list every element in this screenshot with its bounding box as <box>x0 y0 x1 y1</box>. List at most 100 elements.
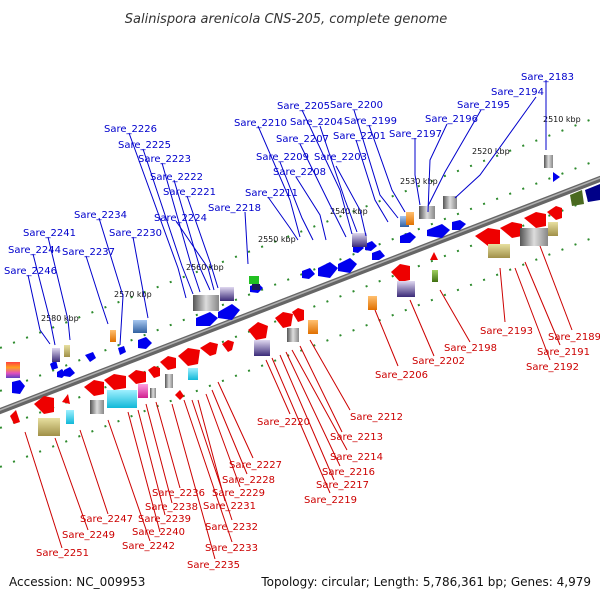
gene-label-reverse[interactable]: Sare_2206 <box>375 370 428 381</box>
forward-gene-arrow[interactable] <box>452 220 466 230</box>
reverse-feature-block[interactable] <box>254 340 270 356</box>
forward-gene-arrow[interactable] <box>50 360 58 370</box>
gene-label-forward[interactable]: Sare_2241 <box>23 228 76 239</box>
reverse-feature-block[interactable] <box>38 418 60 436</box>
gene-label-reverse[interactable]: Sare_2247 <box>80 514 133 525</box>
reverse-gene-arrow[interactable] <box>391 264 410 282</box>
gene-label-reverse[interactable]: Sare_2228 <box>222 475 275 486</box>
gene-label-forward[interactable]: Sare_2246 <box>4 266 57 277</box>
forward-feature-block[interactable] <box>352 233 367 247</box>
forward-gene-arrow[interactable] <box>218 304 240 320</box>
gene-label-reverse[interactable]: Sare_2217 <box>316 480 369 491</box>
forward-gene-arrow[interactable] <box>318 262 338 278</box>
reverse-gene-arrow[interactable] <box>178 348 200 366</box>
forward-gene-arrow[interactable] <box>585 184 600 202</box>
reverse-feature-block[interactable] <box>107 390 137 408</box>
gene-label-reverse[interactable]: Sare_2239 <box>138 514 191 525</box>
forward-gene-arrow[interactable] <box>372 250 385 260</box>
reverse-feature-block[interactable] <box>138 384 148 398</box>
gene-label-reverse[interactable]: Sare_2219 <box>304 495 357 506</box>
gene-label-reverse[interactable]: Sare_2229 <box>212 488 265 499</box>
gene-label-forward[interactable]: Sare_2203 <box>314 152 367 163</box>
forward-feature-block[interactable] <box>419 206 435 219</box>
forward-gene-arrow[interactable] <box>338 258 357 273</box>
reverse-feature-block[interactable] <box>488 244 510 258</box>
gene-label-forward[interactable]: Sare_2223 <box>138 154 191 165</box>
reverse-feature-block[interactable] <box>548 222 558 236</box>
gene-label-forward[interactable]: Sare_2207 <box>276 134 329 145</box>
gene-label-forward[interactable]: Sare_2218 <box>208 203 261 214</box>
forward-feature-block[interactable] <box>6 362 20 378</box>
reverse-feature-block[interactable] <box>188 368 198 380</box>
forward-feature-block[interactable] <box>52 348 60 362</box>
reverse-gene-arrow[interactable] <box>10 410 20 424</box>
forward-feature-block[interactable] <box>64 345 70 357</box>
reverse-gene-arrow[interactable] <box>34 396 54 414</box>
forward-feature-block[interactable] <box>443 196 457 209</box>
gene-label-reverse[interactable]: Sare_2220 <box>257 417 310 428</box>
reverse-gene-arrow[interactable] <box>500 222 522 238</box>
reverse-gene-arrow[interactable] <box>524 212 546 228</box>
forward-gene-arrow[interactable] <box>64 367 75 377</box>
reverse-gene-arrow[interactable] <box>200 342 218 356</box>
forward-gene-arrow[interactable] <box>12 380 25 394</box>
reverse-feature-block[interactable] <box>165 374 173 388</box>
forward-feature-block[interactable] <box>249 276 259 284</box>
gene-label-reverse[interactable]: Sare_2189 <box>548 332 600 343</box>
gene-label-reverse[interactable]: Sare_2232 <box>205 522 258 533</box>
gene-label-reverse[interactable]: Sare_2249 <box>62 530 115 541</box>
reverse-gene-arrow[interactable] <box>104 374 126 390</box>
gene-label-reverse[interactable]: Sare_2216 <box>322 467 375 478</box>
gene-label-reverse[interactable]: Sare_2236 <box>152 488 205 499</box>
forward-gene-arrow[interactable] <box>570 190 584 206</box>
gene-label-reverse[interactable]: Sare_2193 <box>480 326 533 337</box>
reverse-gene-arrow[interactable] <box>292 308 304 322</box>
forward-feature-block[interactable] <box>133 320 147 333</box>
forward-feature-block[interactable] <box>220 287 234 301</box>
forward-feature-block[interactable] <box>110 330 116 342</box>
gene-label-reverse[interactable]: Sare_2238 <box>145 502 198 513</box>
reverse-feature-block[interactable] <box>66 410 74 424</box>
reverse-feature-block[interactable] <box>150 388 156 398</box>
reverse-gene-arrow[interactable] <box>84 380 104 396</box>
gene-label-forward[interactable]: Sare_2226 <box>104 124 157 135</box>
gene-label-reverse[interactable]: Sare_2233 <box>205 543 258 554</box>
gene-label-forward[interactable]: Sare_2208 <box>273 167 326 178</box>
reverse-feature-block[interactable] <box>432 270 438 282</box>
reverse-gene-arrow[interactable] <box>222 340 234 352</box>
gene-label-forward[interactable]: Sare_2224 <box>154 213 207 224</box>
reverse-gene-arrow[interactable] <box>62 394 70 404</box>
gene-label-forward[interactable]: Sare_2201 <box>333 131 386 142</box>
forward-gene-arrow[interactable] <box>85 352 96 362</box>
gene-label-reverse[interactable]: Sare_2191 <box>537 347 590 358</box>
reverse-gene-arrow[interactable] <box>128 370 146 384</box>
gene-label-forward[interactable]: Sare_2222 <box>150 172 203 183</box>
reverse-feature-block[interactable] <box>90 400 104 414</box>
gene-label-forward[interactable]: Sare_2230 <box>109 228 162 239</box>
gene-label-forward[interactable]: Sare_2197 <box>389 129 442 140</box>
reverse-gene-arrow[interactable] <box>148 366 160 378</box>
forward-feature-block[interactable] <box>544 155 553 168</box>
forward-gene-arrow[interactable] <box>400 232 416 243</box>
forward-gene-arrow[interactable] <box>196 312 218 326</box>
reverse-gene-arrow[interactable] <box>160 356 176 370</box>
gene-label-forward[interactable]: Sare_2195 <box>457 100 510 111</box>
gene-label-reverse[interactable]: Sare_2235 <box>187 560 240 571</box>
gene-label-forward[interactable]: Sare_2196 <box>425 114 478 125</box>
gene-label-forward[interactable]: Sare_2225 <box>118 140 171 151</box>
reverse-gene-arrow[interactable] <box>175 390 184 400</box>
gene-label-forward[interactable]: Sare_2237 <box>62 247 115 258</box>
forward-gene-arrow[interactable] <box>302 268 315 279</box>
gene-label-reverse[interactable]: Sare_2202 <box>412 356 465 367</box>
gene-label-forward[interactable]: Sare_2234 <box>74 210 127 221</box>
gene-label-forward[interactable]: Sare_2221 <box>163 187 216 198</box>
gene-label-forward[interactable]: Sare_2194 <box>491 87 544 98</box>
gene-label-reverse[interactable]: Sare_2227 <box>229 460 282 471</box>
reverse-feature-block[interactable] <box>520 228 548 246</box>
gene-label-reverse[interactable]: Sare_2213 <box>330 432 383 443</box>
gene-label-forward[interactable]: Sare_2205 <box>277 101 330 112</box>
forward-feature-block[interactable] <box>406 212 414 225</box>
forward-gene-arrow[interactable] <box>365 241 377 251</box>
forward-feature-block[interactable] <box>400 216 409 227</box>
gene-label-forward[interactable]: Sare_2200 <box>330 100 383 111</box>
